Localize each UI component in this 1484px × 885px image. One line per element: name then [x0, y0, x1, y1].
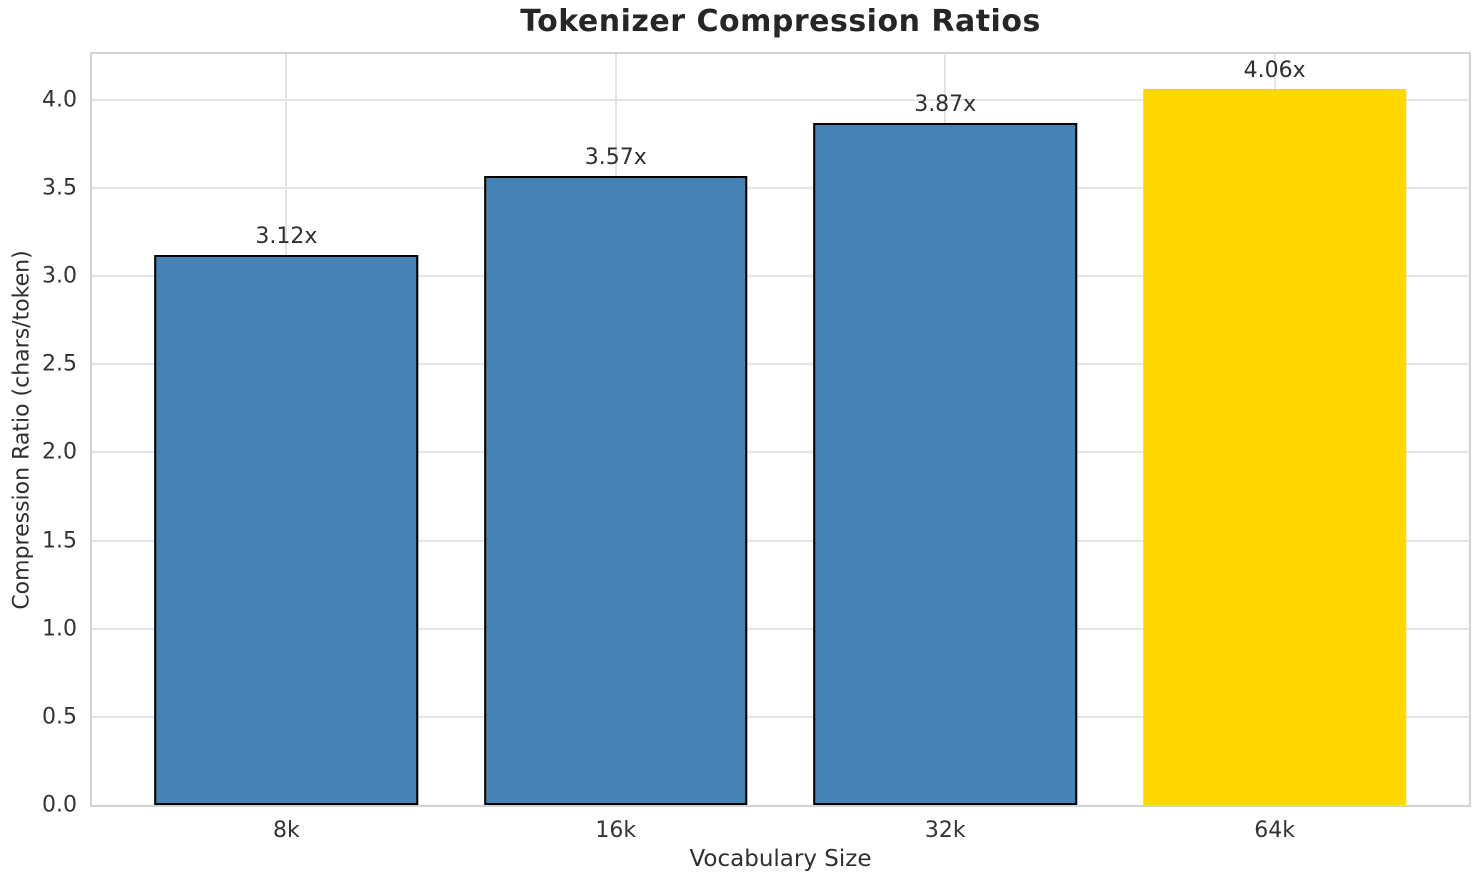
chart-title: Tokenizer Compression Ratios	[520, 4, 1041, 39]
y-tick-labels: 0.0 0.5 1.0 1.5 2.0 2.5 3.0 3.5 4.0	[0, 52, 77, 817]
y-gridline	[92, 186, 1469, 189]
y-tick-label: 0.5	[42, 704, 77, 730]
y-gridline	[92, 627, 1469, 630]
y-tick-label: 1.5	[42, 528, 77, 554]
plot-area: 3.12x 3.57x 3.87x 4.06x	[90, 52, 1471, 807]
x-tick-label: 16k	[595, 818, 637, 843]
y-tick-label: 2.0	[42, 439, 77, 465]
y-tick-label: 3.5	[42, 175, 77, 201]
y-gridline	[92, 539, 1469, 542]
y-tick-label: 1.0	[42, 616, 77, 642]
x-axis-label: Vocabulary Size	[689, 846, 872, 872]
y-gridline	[92, 363, 1469, 366]
x-tick-label: 8k	[272, 818, 300, 843]
y-tick-label: 3.0	[42, 263, 77, 289]
bar-value-label: 4.06x	[1243, 58, 1306, 84]
bar-8k	[154, 254, 419, 805]
bar-value-label: 3.87x	[914, 91, 977, 117]
y-gridline	[92, 451, 1469, 454]
x-tick-label: 64k	[1254, 818, 1295, 843]
bar-value-label: 3.12x	[255, 223, 318, 249]
bar-64k	[1142, 89, 1407, 805]
y-tick-label: 0.0	[42, 792, 77, 818]
x-tick-label: 32k	[924, 818, 966, 843]
bar-16k	[484, 175, 748, 805]
y-tick-label: 4.0	[42, 87, 77, 113]
y-tick-label: 2.5	[42, 351, 77, 377]
bar-32k	[813, 122, 1077, 805]
y-gridline	[92, 98, 1469, 101]
y-gridline	[92, 715, 1469, 718]
bar-value-label: 3.57x	[584, 144, 647, 170]
x-tick-labels: 8k 16k 32k 64k	[92, 818, 1469, 848]
y-gridline	[92, 275, 1469, 278]
